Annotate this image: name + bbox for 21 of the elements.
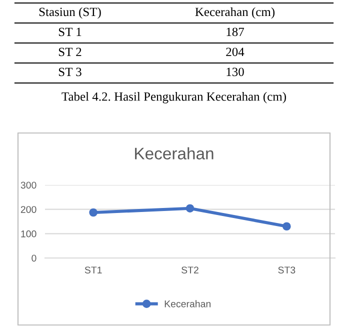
y-tick-label: 200 [20,206,36,213]
y-tick-label: 0 [32,254,36,262]
y-tick-label: 300 [20,182,36,189]
x-tick-label: ST3 [278,266,296,274]
text: 204 [226,48,244,56]
text: Kecerahan (cm) [195,7,275,19]
y-tick-label: 100 [21,230,36,238]
text: Tabel 4.2. Hasil Pengukuran Kecerahan (cm) [62,92,286,104]
text: 130 [226,68,244,76]
legend-label: Kecerahan [164,300,210,308]
chart-title: Kecerahan [135,147,214,160]
point [186,204,194,213]
text: ST 2 [58,48,82,56]
x-tick-label: ST1 [84,266,102,274]
text: Stasiun (ST) [39,7,101,19]
text: ST 3 [58,68,82,76]
text: ST 1 [58,28,82,36]
point [89,208,98,217]
point [282,222,291,231]
text: 187 [226,28,244,36]
x-tick-label: ST2 [182,266,198,274]
